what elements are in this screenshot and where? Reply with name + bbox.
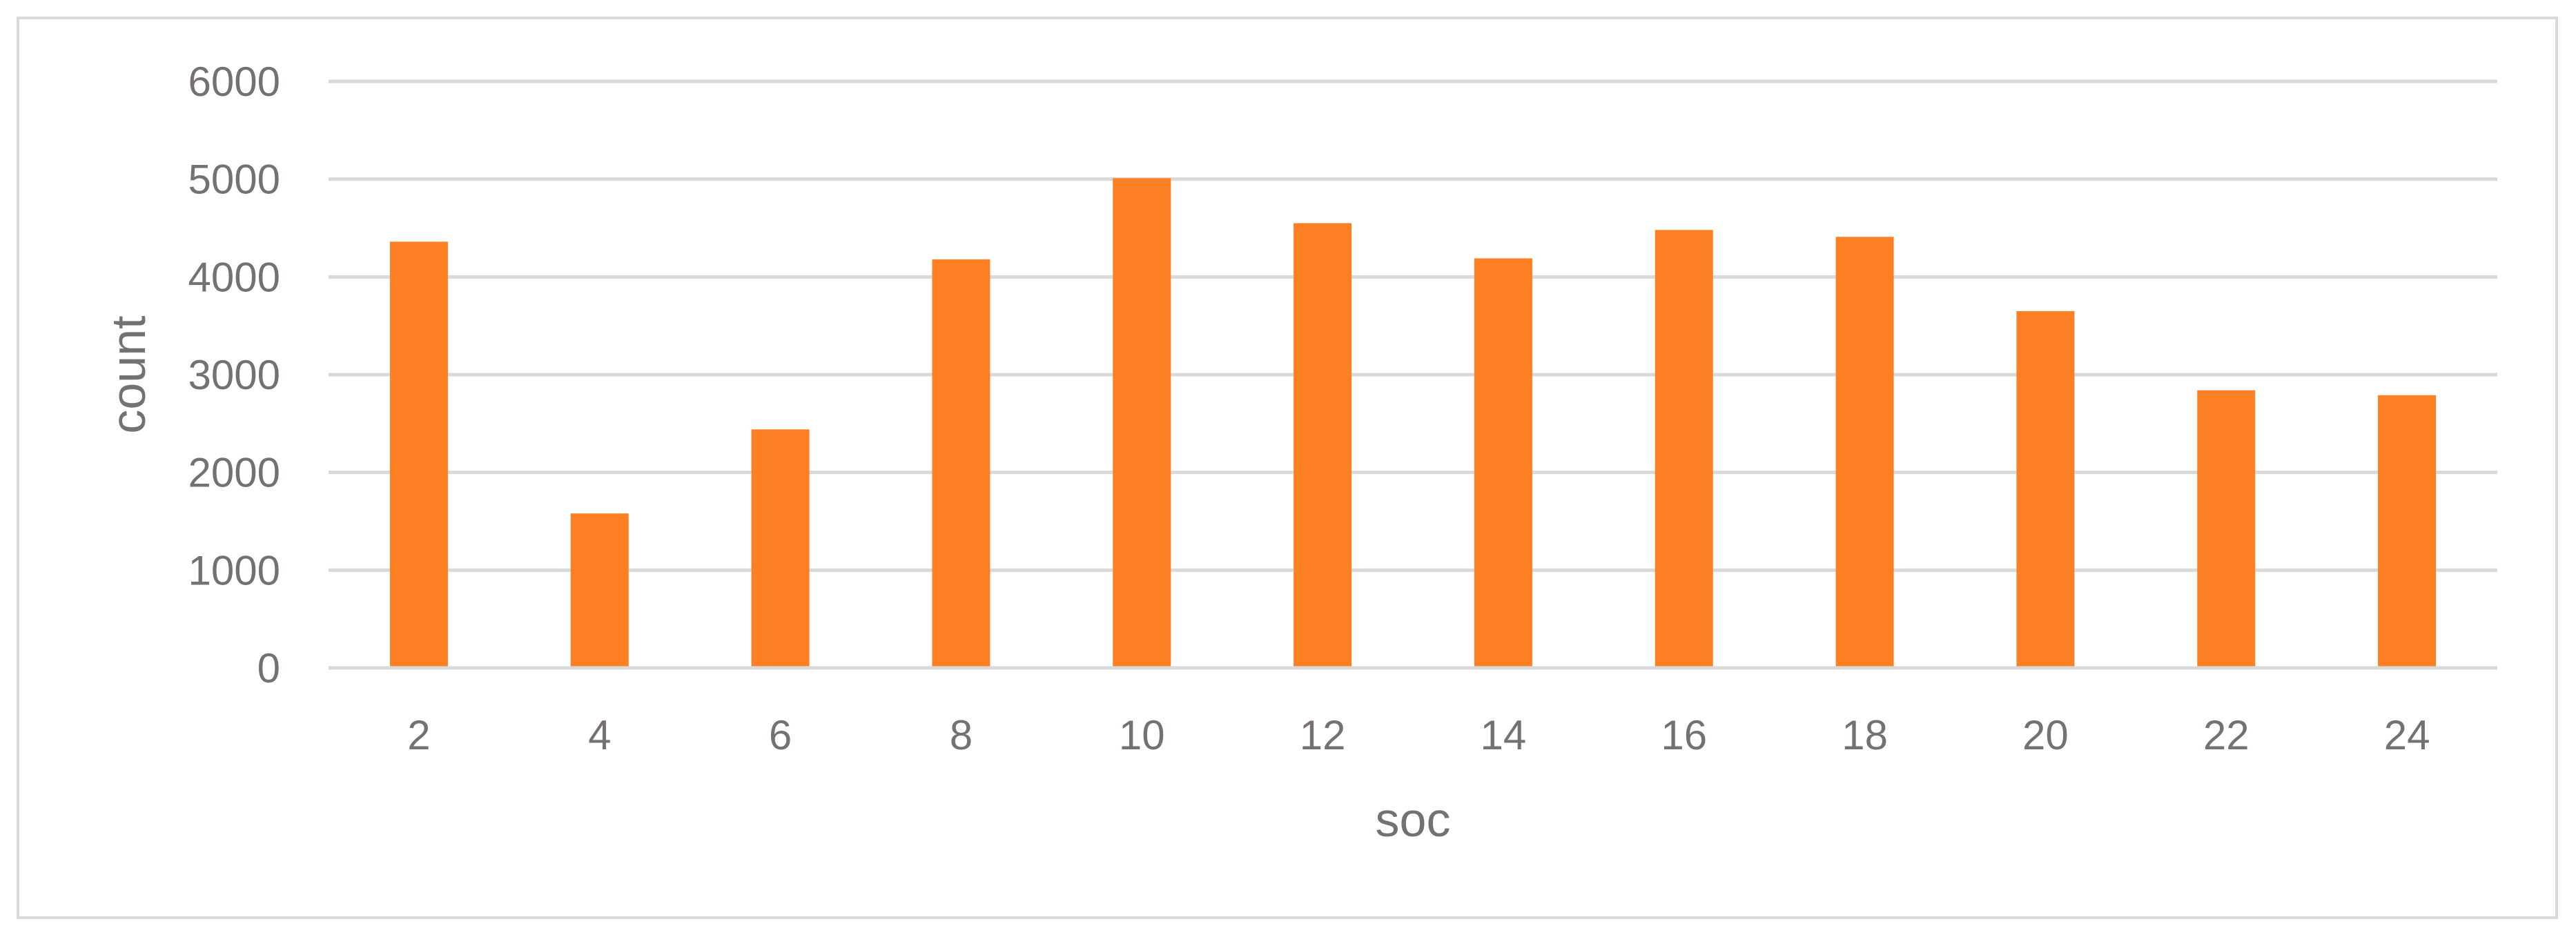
- x-tick-label: 8: [950, 712, 973, 758]
- x-tick-label: 4: [588, 712, 611, 758]
- bar-series: [389, 178, 2437, 669]
- bar-soc-12: [1294, 223, 1352, 669]
- y-tick-label: 0: [257, 645, 280, 691]
- bar-soc-14: [1474, 258, 1532, 669]
- gridlines: [329, 79, 2497, 572]
- x-tick-label: 14: [1481, 712, 1527, 758]
- y-tick-label: 1000: [188, 547, 280, 593]
- x-axis-title: soc: [1376, 793, 1451, 847]
- bar-soc-24: [2378, 395, 2437, 668]
- x-tick-label: 18: [1842, 712, 1888, 758]
- y-tick-label: 2000: [188, 450, 280, 496]
- bar-soc-4: [570, 513, 629, 668]
- y-axis-title: count: [101, 315, 155, 433]
- bar-soc-20: [2016, 310, 2075, 669]
- x-tick-label: 22: [2203, 712, 2250, 758]
- bar-soc-8: [932, 259, 991, 668]
- x-tick-label: 20: [2022, 712, 2069, 758]
- x-tick-label: 24: [2384, 712, 2430, 758]
- x-tick-labels: 2 4 6 8 10 12 14 16 18 20 22 24: [407, 712, 2430, 758]
- y-tick-labels: 0 1000 2000 3000 4000 5000 6000: [188, 59, 280, 691]
- bar-soc-10: [1113, 178, 1171, 668]
- bar-soc-16: [1655, 230, 1713, 668]
- bar-soc-6: [751, 429, 810, 668]
- y-tick-label: 4000: [188, 254, 280, 300]
- bar-soc-2: [389, 241, 448, 668]
- x-tick-label: 16: [1661, 712, 1707, 758]
- x-tick-label: 2: [407, 712, 430, 758]
- x-tick-label: 6: [769, 712, 792, 758]
- y-tick-label: 3000: [188, 352, 280, 398]
- bar-soc-18: [1835, 237, 1894, 668]
- x-tick-label: 10: [1119, 712, 1165, 758]
- y-tick-label: 5000: [188, 157, 280, 203]
- y-tick-label: 6000: [188, 59, 280, 105]
- x-tick-label: 12: [1300, 712, 1346, 758]
- bar-soc-22: [2197, 390, 2256, 668]
